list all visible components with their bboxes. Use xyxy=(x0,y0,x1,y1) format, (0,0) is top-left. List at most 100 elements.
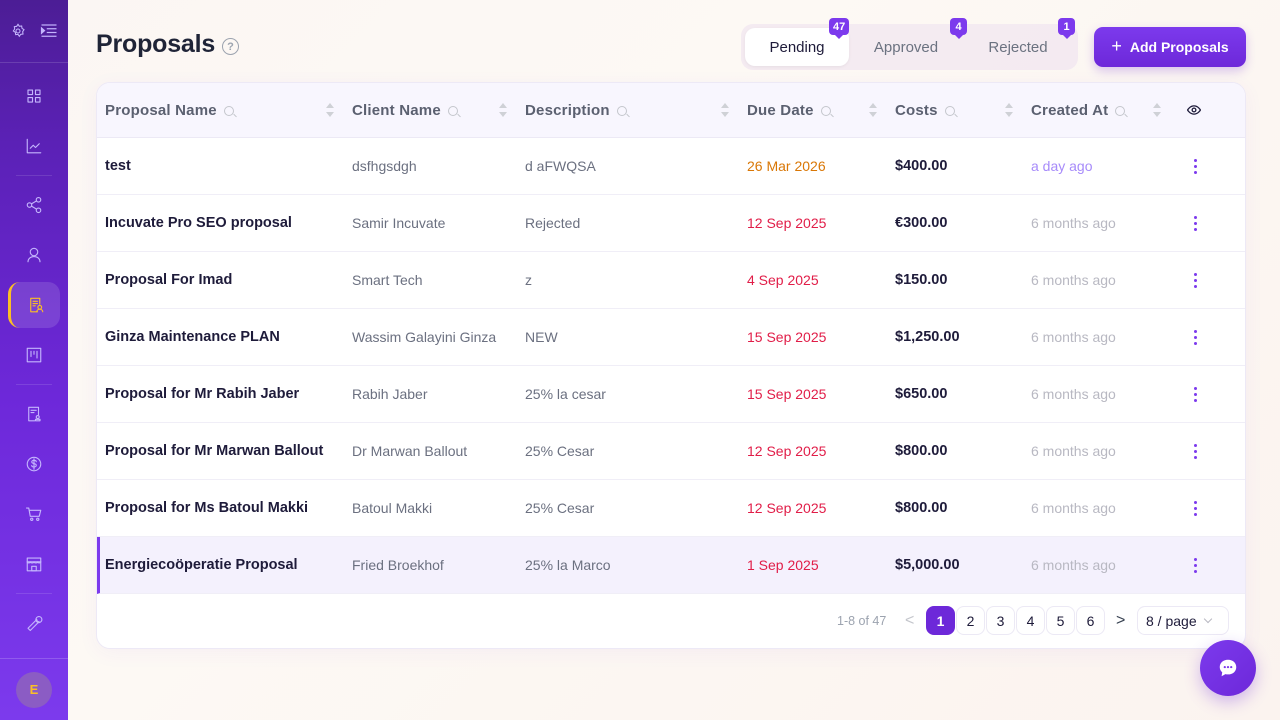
more-options-icon[interactable] xyxy=(1189,366,1201,422)
table-row[interactable]: Proposal for Mr Marwan Ballout Dr Marwan… xyxy=(97,423,1245,480)
client-name: Dr Marwan Ballout xyxy=(352,443,468,459)
chevron-down-icon xyxy=(1203,614,1212,623)
more-options-icon[interactable] xyxy=(1189,252,1201,308)
chat-button[interactable] xyxy=(1200,640,1256,696)
contract-icon xyxy=(28,406,41,422)
sort-icon[interactable] xyxy=(326,103,334,117)
created-at: 6 months ago xyxy=(1031,557,1116,573)
sidebar-item-tools[interactable] xyxy=(8,600,60,646)
sidebar-item-users[interactable] xyxy=(8,232,60,278)
sidebar-top xyxy=(0,0,68,63)
add-proposals-label: Add Proposals xyxy=(1129,39,1229,55)
more-options-icon[interactable] xyxy=(1189,138,1201,194)
sidebar-item-share[interactable] xyxy=(8,182,60,228)
prev-page-button[interactable]: < xyxy=(905,612,915,629)
table-row[interactable]: test dsfhgsdgh d aFWQSA 26 Mar 2026 $400… xyxy=(97,138,1245,195)
share-icon xyxy=(26,196,42,214)
column-label: Client Name xyxy=(352,102,441,119)
proposal-name[interactable]: Proposal for Mr Rabih Jaber xyxy=(105,386,300,402)
tab-rejected[interactable]: Rejected 1 xyxy=(963,18,1075,66)
proposal-name[interactable]: Ginza Maintenance PLAN xyxy=(105,329,280,345)
proposal-name[interactable]: Proposal for Mr Marwan Ballout xyxy=(105,443,324,459)
avatar[interactable]: E xyxy=(16,671,52,708)
page-5-button[interactable]: 5 xyxy=(1046,606,1075,635)
search-icon[interactable] xyxy=(1115,105,1126,116)
sort-icon[interactable] xyxy=(499,103,507,117)
more-options-icon[interactable] xyxy=(1189,480,1201,536)
sidebar-item-board[interactable] xyxy=(8,332,60,378)
page-6-button[interactable]: 6 xyxy=(1076,606,1105,635)
more-options-icon[interactable] xyxy=(1189,537,1201,593)
eye-icon[interactable] xyxy=(1187,103,1201,117)
created-at: 6 months ago xyxy=(1031,272,1116,288)
more-options-icon[interactable] xyxy=(1189,309,1201,365)
add-proposals-button[interactable]: + Add Proposals xyxy=(1094,27,1246,67)
search-icon[interactable] xyxy=(944,105,955,116)
table-row[interactable]: Proposal For Imad Smart Tech z 4 Sep 202… xyxy=(97,252,1245,309)
search-icon[interactable] xyxy=(447,105,458,116)
status-tabs: Pending 47 Approved 4 Rejected 1 xyxy=(741,18,1078,70)
wrench-icon xyxy=(27,616,43,632)
search-icon[interactable] xyxy=(616,105,627,116)
description: 25% Cesar xyxy=(525,500,595,516)
created-at: 6 months ago xyxy=(1031,443,1116,459)
created-at: 6 months ago xyxy=(1031,386,1116,402)
help-icon[interactable]: ? xyxy=(222,38,239,55)
menu-collapse-icon[interactable] xyxy=(40,23,58,39)
cost: $1,250.00 xyxy=(895,329,960,345)
client-name: Batoul Makki xyxy=(352,500,433,516)
table-row[interactable]: Energiecoöperatie Proposal Fried Broekho… xyxy=(97,537,1245,594)
tab-pending[interactable]: Pending 47 xyxy=(745,18,850,66)
table-row[interactable]: Ginza Maintenance PLAN Wassim Galayini G… xyxy=(97,309,1245,366)
search-icon[interactable] xyxy=(820,105,831,116)
sidebar-item-store[interactable] xyxy=(8,541,60,587)
proposal-name[interactable]: test xyxy=(105,158,131,174)
column-header-description[interactable]: Description xyxy=(525,83,627,138)
page-1-button[interactable]: 1 xyxy=(926,606,955,635)
column-header-proposal-name[interactable]: Proposal Name xyxy=(105,83,234,138)
sort-icon[interactable] xyxy=(1153,103,1161,117)
sidebar-item-contracts[interactable] xyxy=(8,391,60,437)
sidebar-item-payments[interactable] xyxy=(8,441,60,487)
search-icon[interactable] xyxy=(223,105,234,116)
cost: $5,000.00 xyxy=(895,557,960,573)
page-2-button[interactable]: 2 xyxy=(956,606,985,635)
sort-icon[interactable] xyxy=(721,103,729,117)
sidebar-footer: E xyxy=(0,658,68,720)
sidebar-item-cart[interactable] xyxy=(8,491,60,537)
description: d aFWQSA xyxy=(525,158,596,174)
sidebar-item-analytics[interactable] xyxy=(8,123,60,169)
column-label: Created At xyxy=(1031,102,1109,119)
gear-icon[interactable] xyxy=(10,23,26,39)
proposal-name[interactable]: Proposal For Imad xyxy=(105,272,233,288)
column-header-due-date[interactable]: Due Date xyxy=(747,83,831,138)
column-header-costs[interactable]: Costs xyxy=(895,83,955,138)
proposal-name[interactable]: Proposal for Ms Batoul Makki xyxy=(105,500,309,516)
page-size-select[interactable]: 8 / page xyxy=(1137,606,1229,635)
proposal-name[interactable]: Incuvate Pro SEO proposal xyxy=(105,215,292,231)
sort-icon[interactable] xyxy=(1005,103,1013,117)
tab-approved[interactable]: Approved 4 xyxy=(849,18,967,66)
sidebar-item-proposals[interactable] xyxy=(8,282,60,328)
column-label: Proposal Name xyxy=(105,102,217,119)
table-row[interactable]: Proposal for Mr Rabih Jaber Rabih Jaber … xyxy=(97,366,1245,423)
kanban-icon xyxy=(26,347,42,363)
page-3-button[interactable]: 3 xyxy=(986,606,1015,635)
table-row[interactable]: Incuvate Pro SEO proposal Samir Incuvate… xyxy=(97,195,1245,252)
table-row[interactable]: Proposal for Ms Batoul Makki Batoul Makk… xyxy=(97,480,1245,537)
tab-label: Pending xyxy=(769,38,825,56)
due-date: 1 Sep 2025 xyxy=(747,557,819,573)
sort-icon[interactable] xyxy=(869,103,877,117)
page-4-button[interactable]: 4 xyxy=(1016,606,1045,635)
sidebar-item-dashboard[interactable] xyxy=(8,73,60,119)
proposal-name[interactable]: Energiecoöperatie Proposal xyxy=(105,557,298,573)
column-header-client-name[interactable]: Client Name xyxy=(352,83,458,138)
table-body: test dsfhgsdgh d aFWQSA 26 Mar 2026 $400… xyxy=(97,138,1245,594)
more-options-icon[interactable] xyxy=(1189,423,1201,479)
user-icon xyxy=(27,247,41,263)
next-page-button[interactable]: > xyxy=(1116,612,1126,629)
more-options-icon[interactable] xyxy=(1189,195,1201,251)
description: 25% la Marco xyxy=(525,557,611,573)
column-header-created-at[interactable]: Created At xyxy=(1031,83,1126,138)
client-name: Samir Incuvate xyxy=(352,215,446,231)
